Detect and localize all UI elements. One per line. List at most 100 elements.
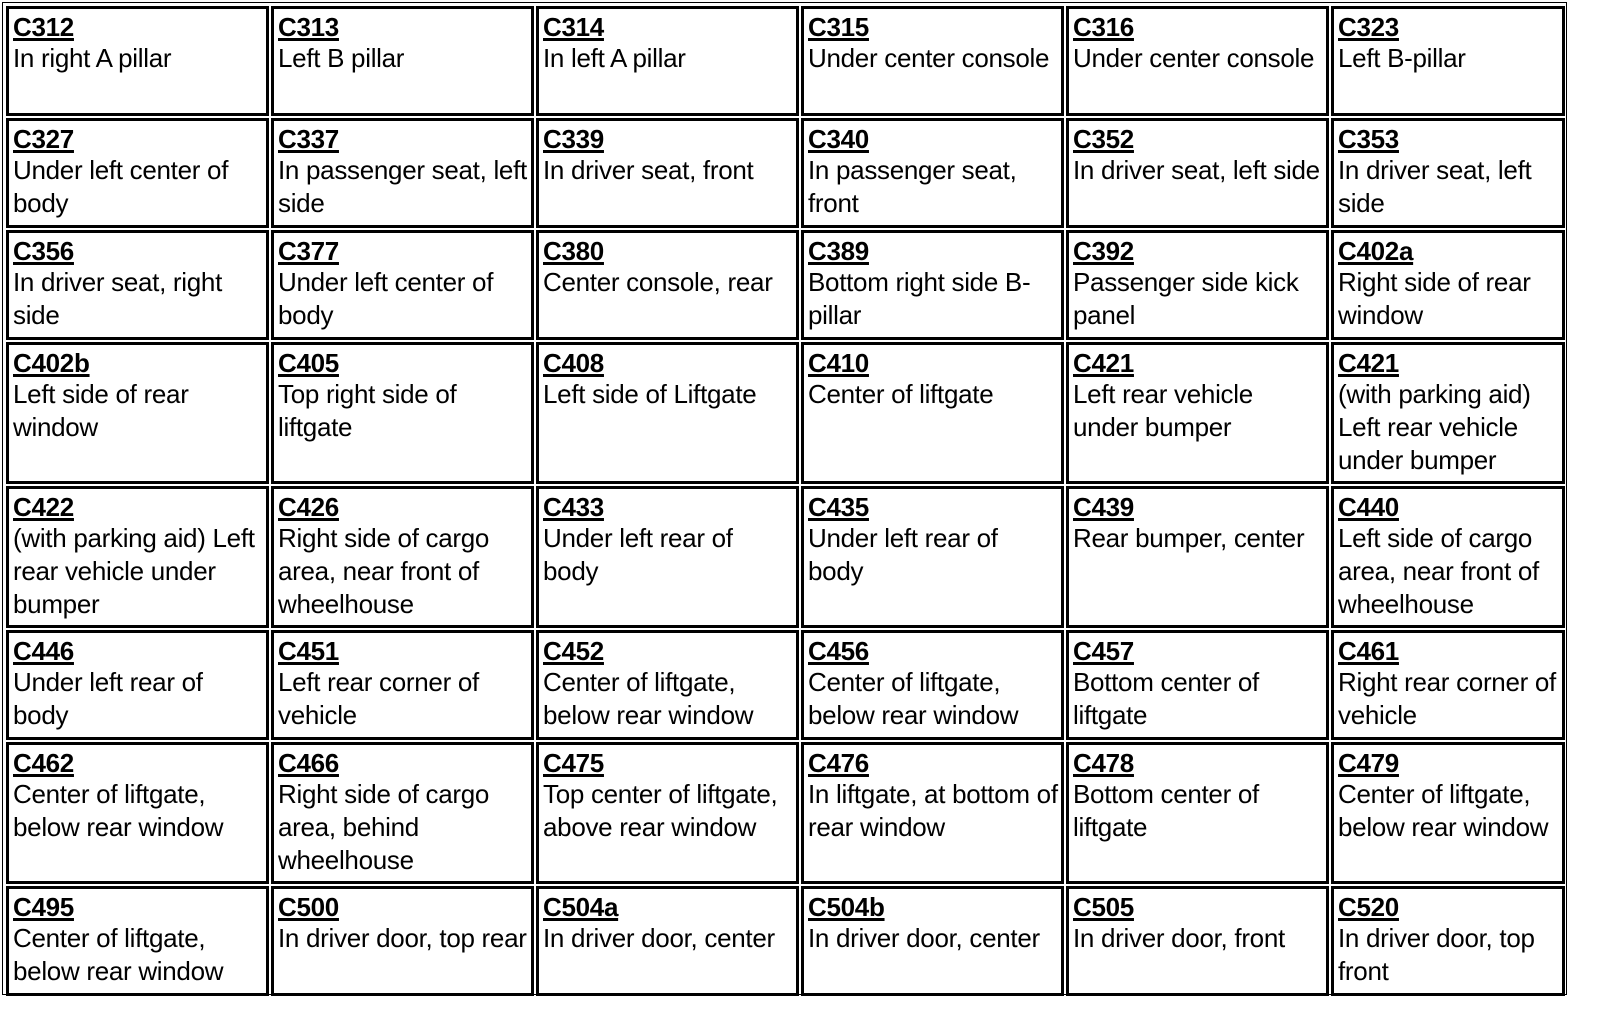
connector-cell: C312 In right A pillar <box>6 6 269 116</box>
connector-location: Under center console <box>808 43 1050 73</box>
connector-code: C520 <box>1338 892 1399 922</box>
connector-location: Left side of cargo area, near front of w… <box>1338 523 1539 619</box>
connector-code: C478 <box>1073 748 1134 778</box>
connector-location: In driver seat, right side <box>13 267 223 330</box>
connector-location: Under left rear of body <box>808 523 998 586</box>
connector-cell: C316 Under center console <box>1066 6 1329 116</box>
connector-cell: C439 Rear bumper, center <box>1066 486 1329 628</box>
connector-location: Right rear corner of vehicle <box>1338 667 1556 730</box>
connector-cell: C410 Center of liftgate <box>801 342 1064 484</box>
connector-cell: C315 Under center console <box>801 6 1064 116</box>
connector-cell: C356 In driver seat, right side <box>6 230 269 340</box>
connector-location: In passenger seat, left side <box>278 155 527 218</box>
connector-code: C452 <box>543 636 604 666</box>
connector-location: Center of liftgate, below rear window <box>13 779 224 842</box>
connector-code: C435 <box>808 492 869 522</box>
connector-code: C446 <box>13 636 74 666</box>
connector-location: Center of liftgate, below rear window <box>808 667 1019 730</box>
connector-cell: C520 In driver door, top front <box>1331 886 1565 996</box>
connector-cell: C456 Center of liftgate, below rear windo… <box>801 630 1064 740</box>
connector-code: C377 <box>278 236 339 266</box>
connector-location: In driver seat, left side <box>1073 155 1320 185</box>
connector-cell: C402a Right side of rear window <box>1331 230 1565 340</box>
connector-cell: C389 Bottom right side B-pillar <box>801 230 1064 340</box>
connector-cell: C505 In driver door, front <box>1066 886 1329 996</box>
connector-code: C405 <box>278 348 339 378</box>
connector-cell: C457 Bottom center of liftgate <box>1066 630 1329 740</box>
connector-cell: C461 Right rear corner of vehicle <box>1331 630 1565 740</box>
connector-cell: C504b In driver door, center <box>801 886 1064 996</box>
connector-code: C479 <box>1338 748 1399 778</box>
connector-location: Left B-pillar <box>1338 43 1466 73</box>
connector-cell: C466 Right side of cargo area, behind whe… <box>271 742 534 884</box>
connector-location: (with parking aid) Left rear vehicle und… <box>13 523 255 619</box>
connector-location: In driver door, center <box>543 923 775 953</box>
connector-cell: C405 Top right side of liftgate <box>271 342 534 484</box>
connector-code: C466 <box>278 748 339 778</box>
connector-code: C421 <box>1338 348 1399 378</box>
connector-code: C408 <box>543 348 604 378</box>
connector-location: Bottom right side B-pillar <box>808 267 1031 330</box>
connector-cell: C476 In liftgate, at bottom of rear windo… <box>801 742 1064 884</box>
connector-location: In driver seat, left side <box>1338 155 1532 218</box>
connector-code: C476 <box>808 748 869 778</box>
connector-code: C314 <box>543 12 604 42</box>
connector-cell: C440 Left side of cargo area, near front … <box>1331 486 1565 628</box>
connector-code: C426 <box>278 492 339 522</box>
connector-code: C500 <box>278 892 339 922</box>
connector-code: C421 <box>1073 348 1134 378</box>
connector-location: In driver door, top front <box>1338 923 1535 986</box>
connector-code: C433 <box>543 492 604 522</box>
connector-location: Under left rear of body <box>13 667 203 730</box>
connector-code: C422 <box>13 492 74 522</box>
connector-cell: C352 In driver seat, left side <box>1066 118 1329 228</box>
connector-location: In driver door, front <box>1073 923 1285 953</box>
connector-code: C323 <box>1338 12 1399 42</box>
connector-code: C313 <box>278 12 339 42</box>
connector-location: Left rear corner of vehicle <box>278 667 479 730</box>
connector-cell: C462 Center of liftgate, below rear windo… <box>6 742 269 884</box>
connector-location: Center of liftgate <box>808 379 994 409</box>
connector-cell: C478 Bottom center of liftgate <box>1066 742 1329 884</box>
connector-cell: C339 In driver seat, front <box>536 118 799 228</box>
connector-code: C505 <box>1073 892 1134 922</box>
connector-location: Center of liftgate, below rear window <box>543 667 754 730</box>
connector-location: Center console, rear <box>543 267 773 297</box>
connector-cell: C504a In driver door, center <box>536 886 799 996</box>
connector-code: C392 <box>1073 236 1134 266</box>
connector-cell: C402b Left side of rear window <box>6 342 269 484</box>
connector-code: C402b <box>13 348 90 378</box>
connector-cell: C392 Passenger side kick panel <box>1066 230 1329 340</box>
connector-location: Right side of cargo area, behind wheelho… <box>278 779 490 875</box>
connector-location: Right side of rear window <box>1338 267 1531 330</box>
connector-location: Left side of Liftgate <box>543 379 757 409</box>
connector-cell: C377 Under left center of body <box>271 230 534 340</box>
connector-location: In right A pillar <box>13 43 172 73</box>
connector-cell: C479 Center of liftgate, below rear windo… <box>1331 742 1565 884</box>
connector-location: Under left center of body <box>13 155 229 218</box>
connector-location: Top center of liftgate, above rear windo… <box>543 779 778 842</box>
connector-location: In driver door, top rear <box>278 923 527 953</box>
connector-code: C337 <box>278 124 339 154</box>
connector-cell: C435 Under left rear of body <box>801 486 1064 628</box>
connector-location: Right side of cargo area, near front of … <box>278 523 490 619</box>
connector-location: Under left center of body <box>278 267 494 330</box>
connector-location-table: C312 In right A pillar C313 Left B pillar C3… <box>2 2 1567 996</box>
connector-cell: C323 Left B-pillar <box>1331 6 1565 116</box>
connector-code: C339 <box>543 124 604 154</box>
connector-code: C457 <box>1073 636 1134 666</box>
connector-code: C327 <box>13 124 74 154</box>
connector-location: Left B pillar <box>278 43 405 73</box>
connector-code: C461 <box>1338 636 1399 666</box>
connector-code: C451 <box>278 636 339 666</box>
connector-location: In driver seat, front <box>543 155 754 185</box>
connector-code: C389 <box>808 236 869 266</box>
connector-cell: C408 Left side of Liftgate <box>536 342 799 484</box>
connector-code: C495 <box>13 892 74 922</box>
connector-code: C504a <box>543 892 619 922</box>
connector-cell: C422 (with parking aid) Left rear vehicle… <box>6 486 269 628</box>
connector-cell: C475 Top center of liftgate, above rear w… <box>536 742 799 884</box>
connector-code: C439 <box>1073 492 1134 522</box>
connector-code: C353 <box>1338 124 1399 154</box>
connector-cell: C421 Left rear vehicle under bumper <box>1066 342 1329 484</box>
